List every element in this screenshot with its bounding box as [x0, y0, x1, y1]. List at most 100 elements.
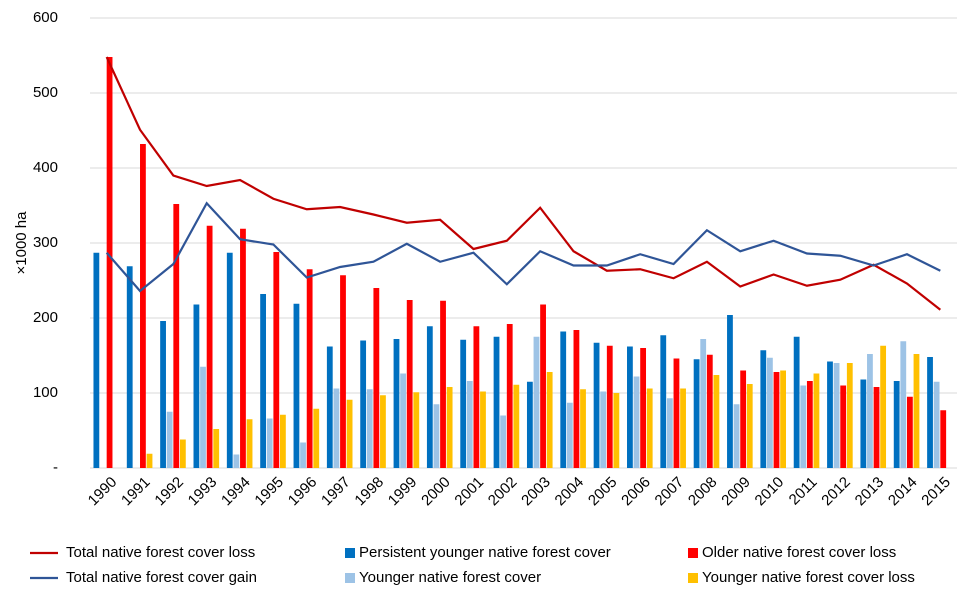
- bar: [660, 335, 667, 468]
- x-tick-label: 1999: [385, 474, 421, 510]
- bar: [580, 389, 586, 468]
- x-tick-label: 2015: [918, 474, 954, 510]
- bar: [727, 315, 733, 468]
- bar: [573, 330, 580, 468]
- x-tick-label: 2002: [485, 474, 521, 510]
- bar: [566, 402, 573, 468]
- bar: [540, 304, 546, 468]
- bar: [840, 385, 847, 468]
- bar: [179, 439, 186, 468]
- bar: [366, 389, 373, 468]
- bar: [206, 225, 213, 468]
- bar: [600, 391, 607, 468]
- bar: [760, 350, 767, 468]
- bar: [633, 376, 640, 468]
- bar: [480, 391, 486, 468]
- bar: [846, 363, 853, 468]
- x-tick-label: 1995: [251, 474, 287, 510]
- bar: [466, 381, 473, 468]
- x-tick-label: 2009: [718, 474, 754, 510]
- bar: [393, 339, 400, 468]
- bar: [773, 372, 780, 468]
- y-tick-label: 500: [33, 84, 58, 101]
- bar: [933, 381, 940, 468]
- bar: [440, 300, 446, 468]
- x-tick-label: 2012: [818, 474, 854, 510]
- bar: [246, 419, 253, 468]
- bar: [606, 345, 613, 468]
- bar: [513, 384, 520, 468]
- bar: [346, 399, 353, 468]
- bar: [146, 453, 153, 468]
- legend-label: Persistent younger native forest cover: [359, 544, 611, 561]
- bar: [666, 398, 673, 468]
- y-axis-label: ×1000 ha: [13, 211, 30, 275]
- x-tick-label: 2003: [518, 474, 554, 510]
- bar: [406, 300, 413, 468]
- bar: [360, 340, 367, 468]
- x-tick-label: 2001: [451, 474, 487, 510]
- bar: [160, 321, 166, 468]
- bar: [746, 384, 753, 468]
- bar: [240, 228, 246, 468]
- x-tick-label: 2010: [752, 474, 788, 510]
- bar: [927, 357, 933, 468]
- bar: [280, 414, 286, 468]
- bar: [313, 408, 320, 468]
- bar: [833, 363, 840, 468]
- y-tick-label: 600: [33, 9, 58, 26]
- x-tick-label: 2000: [418, 474, 454, 510]
- bar: [266, 418, 273, 468]
- y-tick-label: -: [53, 459, 58, 476]
- legend-label: Younger native forest cover: [359, 569, 541, 586]
- bar: [693, 359, 700, 468]
- bar: [867, 354, 873, 468]
- bar: [233, 454, 240, 468]
- x-tick-label: 1996: [285, 474, 321, 510]
- bar: [593, 342, 600, 468]
- y-tick-label: 300: [33, 234, 58, 251]
- bar: [473, 326, 480, 468]
- bar: [460, 339, 467, 468]
- x-tick-label: 2008: [685, 474, 721, 510]
- bar: [640, 348, 647, 468]
- bar: [740, 370, 747, 468]
- x-tick-label: 2004: [552, 474, 588, 510]
- bar: [713, 375, 720, 468]
- bar: [906, 396, 913, 468]
- bar: [806, 381, 813, 468]
- bar: [300, 442, 306, 468]
- bar: [673, 358, 680, 468]
- legend-label: Younger native forest cover loss: [702, 569, 915, 586]
- bar: [613, 393, 620, 468]
- bar: [380, 395, 386, 468]
- line: [105, 201, 941, 293]
- bar: [426, 326, 433, 468]
- bar: [166, 411, 173, 468]
- bar: [273, 252, 280, 468]
- bar: [913, 354, 920, 468]
- y-tick-label: 100: [33, 384, 58, 401]
- bar: [446, 387, 453, 468]
- bar: [546, 372, 553, 468]
- x-tick-label: 1994: [218, 474, 254, 510]
- bar: [860, 379, 867, 468]
- bar: [260, 294, 267, 468]
- bar: [173, 204, 180, 468]
- bar: [680, 388, 686, 468]
- bar: [873, 387, 880, 468]
- bar: [766, 357, 773, 468]
- x-tick-label: 2011: [786, 474, 821, 509]
- bar: [433, 404, 440, 468]
- bar: [526, 381, 533, 468]
- bar: [813, 373, 820, 468]
- bar: [700, 339, 707, 468]
- bar: [880, 345, 887, 468]
- legend-swatch: [345, 573, 355, 583]
- bar: [106, 57, 113, 468]
- line: [105, 56, 942, 311]
- bar: [373, 288, 380, 468]
- bar: [533, 336, 540, 468]
- x-tick-label: 1991: [118, 474, 154, 510]
